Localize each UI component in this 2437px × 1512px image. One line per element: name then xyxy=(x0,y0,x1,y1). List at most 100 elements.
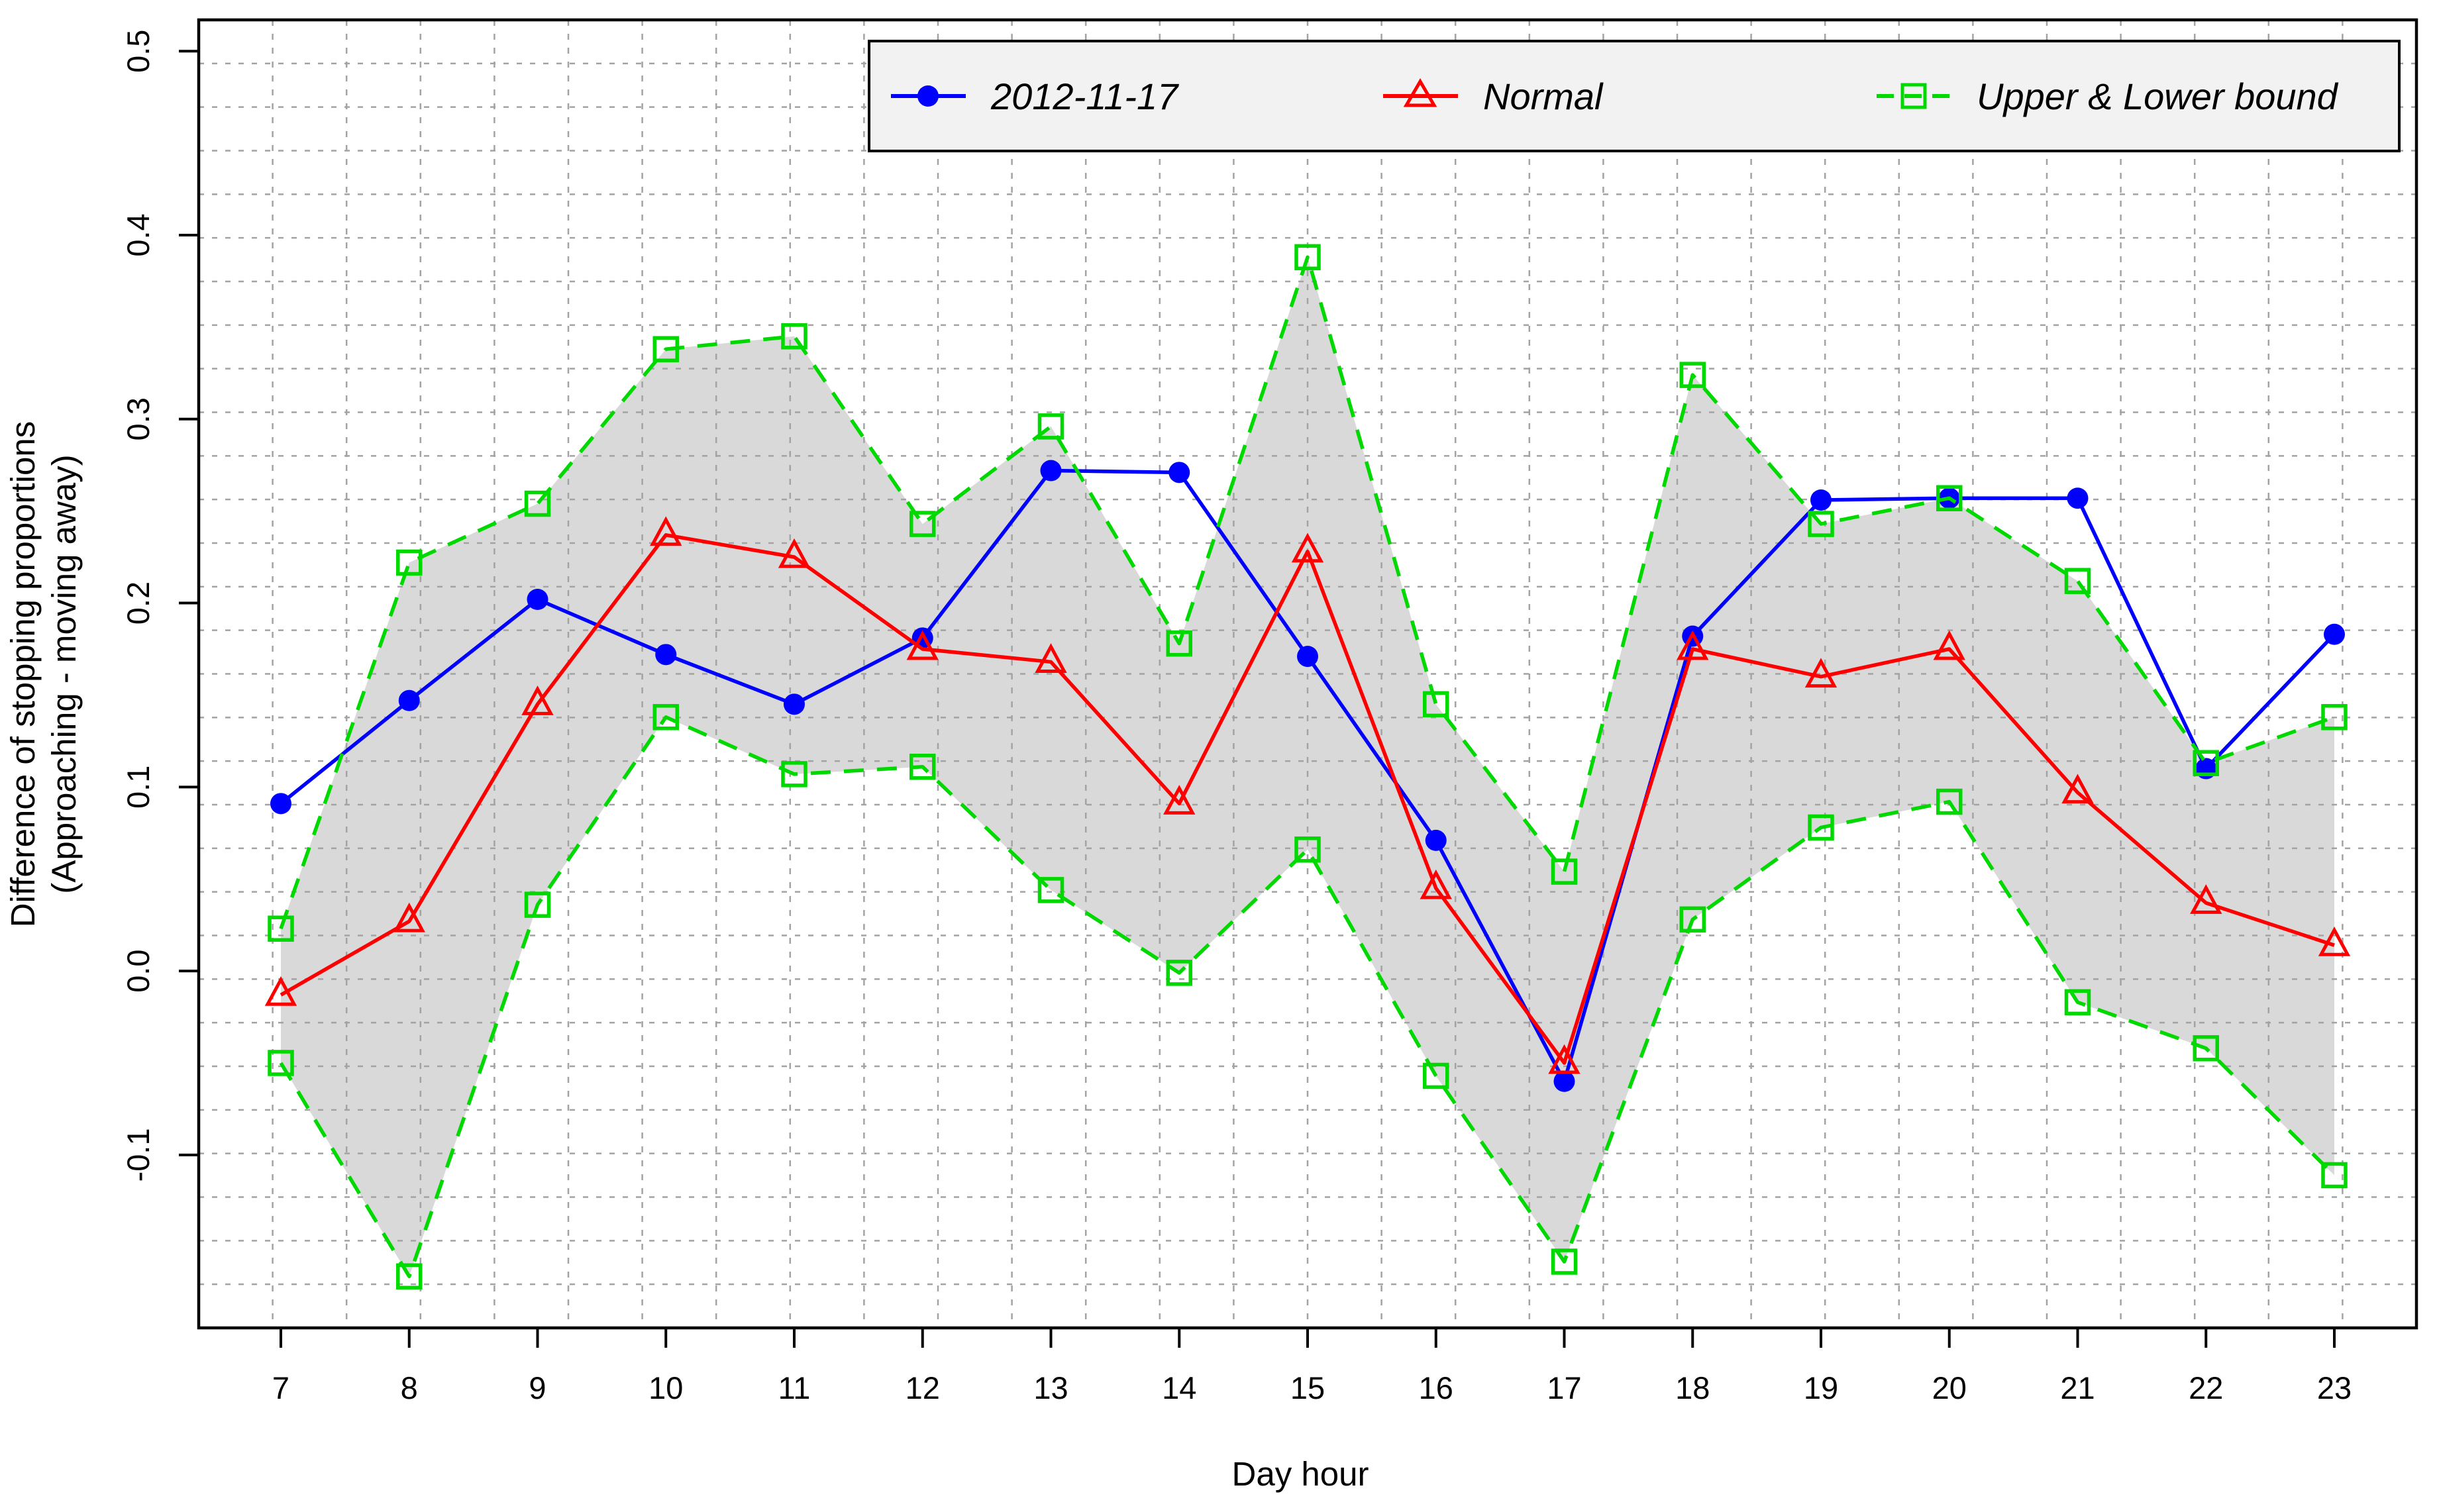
confidence-band-layer xyxy=(281,257,2334,1277)
data-point-upper-bound xyxy=(1423,691,1449,718)
y-tick-label: 0.1 xyxy=(121,766,156,809)
axes-layer: 7 8 9 10 11 12 13 14 15 16 17 18 19 20 21 22 23 -0.1 0.0 0.… xyxy=(121,18,2418,1405)
legend-marker-open-square xyxy=(1900,83,1927,109)
data-point-2012-11-17 xyxy=(1297,646,1318,668)
x-tick-label: 20 xyxy=(1932,1370,1967,1405)
legend-marker-filled-circle xyxy=(917,85,939,107)
data-point-2012-11-17 xyxy=(2067,487,2089,509)
data-point-2012-11-17 xyxy=(1425,829,1447,851)
data-point-normal xyxy=(1804,658,1838,688)
x-axis-title: Day hour xyxy=(1232,1455,1369,1493)
data-point-normal xyxy=(1420,869,1452,899)
legend-box xyxy=(868,40,2401,152)
data-point-lower-bound xyxy=(1808,814,1834,841)
y-axis-title-line1: Difference of stopping proportions xyxy=(4,421,42,928)
data-point-2012-11-17 xyxy=(1810,489,1832,511)
data-point-2012-11-17 xyxy=(270,793,291,815)
y-tick-label: 0.2 xyxy=(121,581,156,625)
x-tick-label: 17 xyxy=(1547,1370,1581,1405)
data-point-2012-11-17 xyxy=(1168,462,1190,483)
data-point-2012-11-17 xyxy=(1040,460,1062,481)
data-point-lower-bound xyxy=(1936,788,1963,815)
data-point-lower-bound xyxy=(1423,1062,1449,1089)
data-point-normal xyxy=(1291,532,1324,563)
data-point-normal xyxy=(1677,630,1709,660)
data-point-lower-bound xyxy=(1166,960,1192,986)
data-point-2012-11-17 xyxy=(527,589,548,610)
x-tick-label: 22 xyxy=(2189,1370,2223,1405)
data-point-upper-bound xyxy=(268,915,294,942)
data-point-upper-bound xyxy=(2193,750,2219,776)
y-axis-title-line2: (Approaching - moving away) xyxy=(45,454,83,893)
legend-label-2012-11-17: 2012-11-17 xyxy=(990,76,1179,117)
x-tick-label: 15 xyxy=(1290,1370,1325,1405)
x-tick-label: 19 xyxy=(1804,1370,1838,1405)
series-line-upper-bound xyxy=(279,255,2335,930)
data-point-lower-bound xyxy=(652,704,679,731)
x-tick-label: 7 xyxy=(272,1370,289,1405)
data-point-upper-bound xyxy=(396,549,423,576)
x-tick-label: 12 xyxy=(906,1370,940,1405)
y-tick-label: 0.4 xyxy=(121,213,156,256)
data-point-lower-bound xyxy=(2193,1035,2219,1062)
data-point-upper-bound xyxy=(781,323,807,350)
data-point-upper-bound xyxy=(1679,362,1706,388)
data-point-normal xyxy=(650,516,682,546)
x-tick-label: 8 xyxy=(401,1370,418,1405)
x-tick-label: 21 xyxy=(2060,1370,2095,1405)
data-point-normal xyxy=(521,685,554,715)
y-tick-label: 0.5 xyxy=(121,30,156,73)
data-point-upper-bound xyxy=(1808,511,1834,537)
data-point-upper-bound xyxy=(909,511,936,537)
data-point-lower-bound xyxy=(1551,1248,1578,1275)
legend-label-bounds: Upper & Lower bound xyxy=(1977,76,2339,117)
data-point-lower-bound xyxy=(524,891,551,918)
grid-layer xyxy=(199,20,2416,1328)
y-tick-label: 0.0 xyxy=(121,949,156,992)
data-point-lower-bound xyxy=(1294,836,1321,863)
data-point-normal xyxy=(1035,643,1067,673)
data-point-2012-11-17 xyxy=(398,689,420,711)
x-tick-label: 18 xyxy=(1675,1370,1710,1405)
x-tick-label: 11 xyxy=(778,1370,811,1405)
data-point-2012-11-17 xyxy=(655,644,677,666)
data-point-normal xyxy=(1163,785,1196,815)
y-tick-label: -0.1 xyxy=(121,1128,156,1182)
legend-label-normal: Normal xyxy=(1483,76,1604,117)
y-tick-label: 0.3 xyxy=(121,397,156,440)
legend-marker-open-triangle xyxy=(1403,78,1437,107)
data-point-normal xyxy=(264,976,297,1006)
x-tick-label: 9 xyxy=(529,1370,546,1405)
data-point-2012-11-17 xyxy=(2324,623,2345,645)
series-line-normal xyxy=(280,533,2335,1065)
data-point-lower-bound xyxy=(396,1263,423,1289)
data-point-upper-bound xyxy=(1551,858,1578,885)
data-point-2012-11-17 xyxy=(784,693,805,715)
x-tick-label: 16 xyxy=(1419,1370,1453,1405)
data-point-upper-bound xyxy=(1037,413,1064,440)
data-point-upper-bound xyxy=(524,490,551,517)
data-point-normal xyxy=(1548,1044,1581,1074)
data-point-upper-bound xyxy=(2064,568,2091,594)
data-point-lower-bound xyxy=(781,761,807,787)
data-point-lower-bound xyxy=(1679,906,1706,933)
legend: 2012-11-17 Normal Upper & Lower bound xyxy=(868,40,2401,152)
confidence-band xyxy=(281,257,2334,1277)
data-point-lower-bound xyxy=(2321,1162,2348,1189)
data-point-normal xyxy=(1933,630,1965,660)
data-point-normal xyxy=(2190,884,2222,914)
data-point-upper-bound xyxy=(1166,630,1192,657)
x-tick-label: 10 xyxy=(648,1370,683,1405)
data-point-normal xyxy=(778,538,811,568)
data-point-normal xyxy=(906,630,939,660)
x-tick-label: 13 xyxy=(1033,1370,1068,1405)
data-point-lower-bound xyxy=(909,754,936,780)
data-point-2012-11-17 xyxy=(1553,1070,1575,1092)
data-point-lower-bound xyxy=(1037,877,1064,903)
data-point-normal xyxy=(2318,926,2351,956)
x-tick-label: 23 xyxy=(2317,1370,2352,1405)
data-point-upper-bound xyxy=(1936,485,1963,511)
data-point-lower-bound xyxy=(2064,989,2091,1016)
